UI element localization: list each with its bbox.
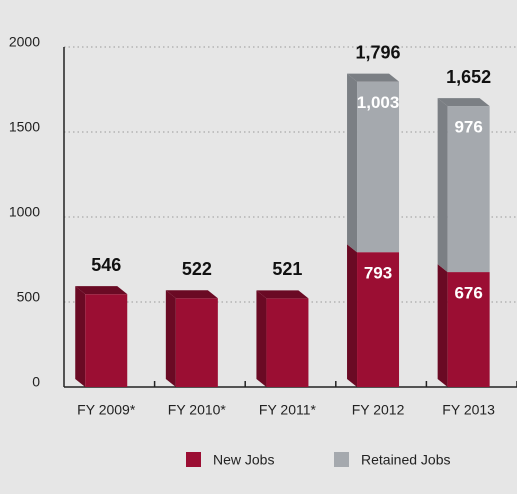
bar-side: [256, 290, 267, 387]
x-tick-label: FY 2013: [442, 402, 495, 418]
total-label: 522: [182, 259, 212, 279]
bar: [357, 252, 400, 387]
total-label: 546: [91, 255, 121, 275]
bar-side: [75, 286, 86, 387]
x-tick-label: FY 2012: [352, 402, 405, 418]
legend-swatch: [186, 452, 201, 467]
value-label: 793: [364, 264, 392, 283]
bar: [85, 294, 128, 387]
x-tick-label: FY 2010*: [168, 402, 227, 418]
bar: [175, 298, 218, 387]
total-label: 1,652: [446, 67, 491, 87]
x-tick-label: FY 2009*: [77, 402, 136, 418]
legend-label: Retained Jobs: [361, 452, 451, 468]
bar-side: [165, 290, 176, 387]
y-tick-label: 500: [17, 289, 41, 305]
bar-side: [347, 244, 358, 387]
total-label: 521: [272, 259, 302, 279]
y-tick-label: 1000: [9, 204, 40, 220]
bar-top: [437, 98, 490, 107]
x-tick-label: FY 2011*: [259, 402, 317, 418]
value-label: 976: [454, 118, 482, 137]
legend-label: New Jobs: [213, 452, 274, 468]
value-label: 676: [454, 284, 482, 303]
y-tick-label: 1500: [9, 119, 40, 135]
bar-top: [165, 290, 218, 299]
legend-swatch: [334, 452, 349, 467]
bar: [357, 81, 400, 253]
bar: [447, 272, 490, 387]
bar-side: [347, 73, 358, 253]
y-tick-label: 0: [32, 374, 40, 390]
bar-top: [256, 290, 309, 299]
value-label: 1,003: [357, 93, 400, 112]
bar: [266, 298, 309, 387]
bar-side: [437, 98, 448, 273]
bar-top: [75, 286, 128, 295]
y-tick-label: 2000: [9, 34, 40, 50]
bar: [447, 106, 490, 273]
total-label: 1,796: [356, 42, 401, 62]
bar-top: [347, 73, 400, 82]
bar-side: [437, 264, 448, 387]
